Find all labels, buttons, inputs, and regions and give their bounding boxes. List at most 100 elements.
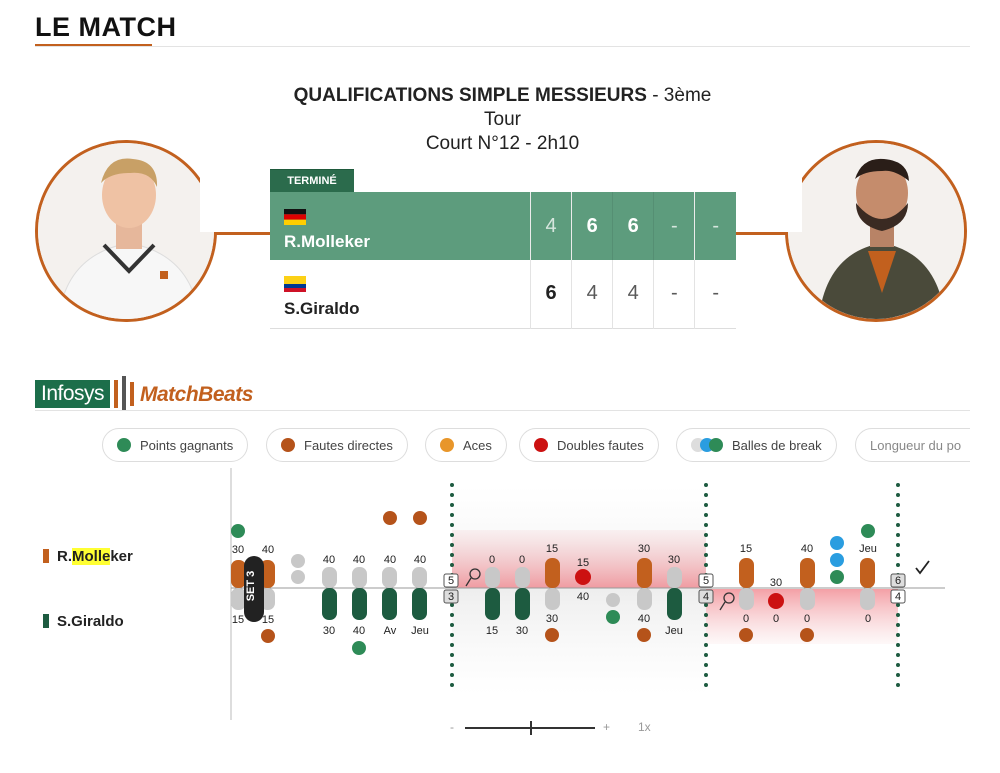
error-icon — [281, 438, 295, 452]
set-score: - — [694, 192, 736, 260]
point-score-label: 40 — [353, 625, 365, 637]
point-score-label: 0 — [489, 554, 495, 566]
winner-icon — [861, 524, 875, 538]
set-score: - — [653, 192, 695, 260]
point-bar[interactable] — [485, 588, 500, 620]
point-bar[interactable] — [382, 588, 397, 620]
point-bar[interactable] — [412, 567, 427, 588]
check-icon — [915, 560, 930, 575]
point-bar[interactable] — [231, 560, 246, 588]
point-bar[interactable] — [485, 567, 500, 588]
break-ball-icon — [691, 438, 723, 452]
point-bar[interactable] — [382, 567, 397, 588]
player-cell: R.Molleker — [270, 192, 531, 260]
matchbeats-chart[interactable]: SET 3 5 3 5 4 6 4 30 40 40 40 40 40 0 0 … — [0, 465, 1000, 720]
winner-icon — [352, 641, 366, 655]
player-portrait-icon — [38, 143, 214, 319]
point-score-label: 40 — [262, 544, 274, 556]
point-bar[interactable] — [667, 567, 682, 588]
event-round-cont: Tour — [484, 109, 521, 130]
point-bar[interactable] — [637, 588, 652, 610]
point-score-label: 30 — [638, 543, 650, 555]
point-score-label: Jeu — [859, 543, 877, 555]
error-icon — [739, 628, 753, 642]
player-portrait-icon — [788, 143, 964, 319]
winner-icon — [117, 438, 131, 452]
filter-label: Balles de break — [732, 437, 822, 453]
serve-racket-icon — [465, 568, 481, 587]
player-photo-giraldo[interactable] — [785, 140, 967, 322]
filter-aces-button[interactable]: Aces — [425, 428, 507, 462]
section-title: LE MATCH — [35, 12, 177, 42]
point-score-label: Jeu — [411, 625, 429, 637]
point-score-label: 30 — [770, 577, 782, 589]
point-bar[interactable] — [515, 567, 530, 588]
ball-icon — [606, 593, 620, 607]
filter-rally-length-button[interactable]: Longueur du po — [855, 428, 970, 462]
matchbeats-bars-icon — [114, 376, 134, 410]
game-score-box — [698, 589, 714, 604]
double-fault-icon — [534, 438, 548, 452]
point-score-label: 15 — [740, 543, 752, 555]
point-score-label: 30 — [668, 554, 680, 566]
double-fault-icon — [575, 569, 591, 585]
game-score-box — [890, 589, 906, 604]
point-score-label: 15 — [486, 625, 498, 637]
event-name: QUALIFICATIONS SIMPLE MESSIEURS — [293, 85, 647, 106]
point-bar[interactable] — [739, 588, 754, 610]
game-score: 6 — [895, 575, 901, 587]
zoom-slider-handle[interactable] — [530, 721, 532, 735]
filter-label: Fautes directes — [304, 437, 393, 453]
point-bar[interactable] — [322, 588, 337, 620]
beats-player-top: R.Molleker — [43, 548, 133, 565]
point-bar[interactable] — [352, 567, 367, 588]
ball-icon — [291, 554, 305, 568]
point-bar[interactable] — [515, 588, 530, 620]
point-score-label: 15 — [577, 557, 589, 569]
winner-icon — [606, 610, 620, 624]
set-score: 4 — [612, 260, 654, 328]
player-photo-molleker[interactable] — [35, 140, 217, 322]
set-3-badge — [244, 556, 264, 622]
event-round: - 3ème — [646, 85, 712, 106]
score-row-player-2: S.Giraldo 6 4 4 - - — [270, 260, 736, 328]
ring-gap — [778, 140, 802, 232]
point-score-label: 0 — [865, 613, 871, 625]
ball-icon — [291, 570, 305, 584]
filter-double-faults-button[interactable]: Doubles fautes — [519, 428, 659, 462]
point-bar[interactable] — [322, 567, 337, 588]
filter-break-balls-button[interactable]: Balles de break — [676, 428, 837, 462]
player-name: S.Giraldo — [284, 299, 360, 319]
connector-line — [735, 232, 787, 235]
point-bar[interactable] — [412, 588, 427, 620]
point-bar[interactable] — [231, 588, 246, 610]
point-bar[interactable] — [352, 588, 367, 620]
point-score-label: 15 — [232, 614, 244, 626]
infosys-logo: Infosys — [35, 380, 111, 408]
zoom-out-button[interactable]: - — [450, 720, 454, 734]
set-score: 6 — [571, 192, 613, 260]
filter-errors-button[interactable]: Fautes directes — [266, 428, 408, 462]
point-score-label: 40 — [801, 543, 813, 555]
point-bar[interactable] — [545, 558, 560, 588]
game-score: 4 — [703, 591, 709, 603]
zoom-in-button[interactable]: + — [603, 720, 611, 734]
point-bar[interactable] — [637, 558, 652, 588]
title-underline — [35, 44, 152, 47]
point-bar[interactable] — [800, 558, 815, 588]
game-score-box — [698, 573, 714, 588]
point-bar[interactable] — [860, 588, 875, 610]
player-color-marker — [43, 614, 49, 628]
point-score-label: 0 — [519, 554, 525, 566]
error-icon — [800, 628, 814, 642]
point-bar[interactable] — [860, 558, 875, 588]
filter-winners-button[interactable]: Points gagnants — [102, 428, 249, 462]
beats-player-bottom: S.Giraldo — [43, 613, 124, 630]
point-bar[interactable] — [667, 588, 682, 620]
winner-icon — [231, 524, 245, 538]
point-score-label: 0 — [773, 613, 779, 625]
point-bar[interactable] — [739, 558, 754, 588]
point-bar[interactable] — [800, 588, 815, 610]
point-bar[interactable] — [545, 588, 560, 610]
error-icon — [383, 511, 397, 525]
